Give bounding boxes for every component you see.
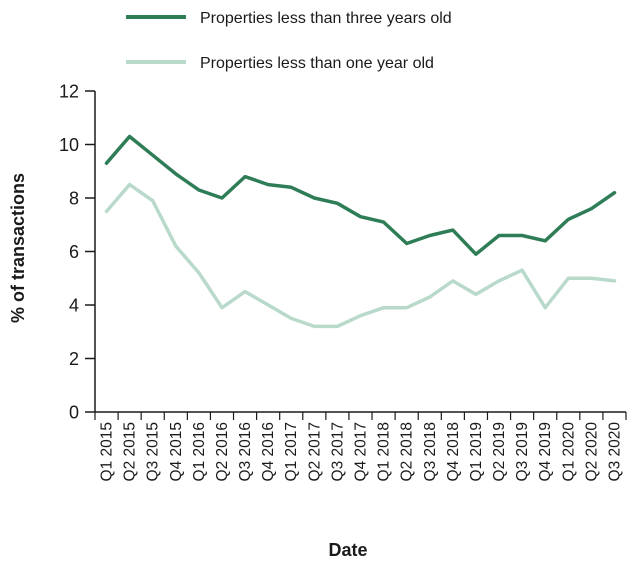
series-line-1: [107, 137, 615, 255]
x-tick-label: Q4 2018: [445, 422, 462, 481]
x-tick-label: Q2 2020: [583, 422, 600, 482]
x-tick-label: Q2 2015: [122, 422, 139, 481]
y-tick-label: 8: [69, 189, 79, 209]
x-tick-label: Q3 2019: [514, 422, 531, 481]
legend-label-1: Properties less than three years old: [200, 10, 452, 27]
x-tick-label: Q1 2018: [376, 422, 393, 481]
x-tick-label: Q3 2016: [237, 422, 254, 481]
y-tick-label: 10: [59, 135, 79, 155]
x-tick-label: Q1 2016: [191, 422, 208, 481]
legend: Properties less than three years old Prop…: [126, 10, 452, 72]
y-tick-label: 0: [69, 403, 79, 423]
y-tick-label: 4: [69, 296, 79, 316]
x-tick-label: Q2 2017: [306, 422, 323, 481]
series-layer: [107, 137, 615, 327]
x-tick-label: Q1 2015: [99, 422, 116, 481]
y-axis-ticks: 0 2 4 6 8 10 12: [59, 82, 95, 423]
x-tick-label: Q2 2019: [491, 422, 508, 481]
x-tick-label: Q3 2017: [329, 422, 346, 481]
x-axis-title: Date: [328, 540, 367, 560]
x-tick-label: Q4 2019: [537, 422, 554, 481]
x-tick-label: Q4 2017: [353, 422, 370, 481]
x-tick-label: Q1 2017: [283, 422, 300, 481]
series-line-2: [107, 185, 615, 327]
x-tick-label: Q1 2019: [468, 422, 485, 481]
x-tick-label: Q4 2016: [260, 422, 277, 481]
legend-label-2: Properties less than one year old: [200, 55, 434, 72]
x-tick-label: Q3 2020: [606, 422, 623, 482]
x-tick-label: Q3 2018: [422, 422, 439, 481]
y-tick-label: 12: [59, 82, 79, 102]
x-axis-ticks: Q1 2015 Q2 2015 Q3 2015 Q4 2015 Q1 2016 Q2 20…: [95, 412, 626, 481]
x-tick-label: Q1 2020: [560, 422, 577, 482]
x-tick-label: Q2 2016: [214, 422, 231, 481]
y-axis-title: % of transactions: [8, 173, 28, 323]
x-tick-label: Q3 2015: [145, 422, 162, 481]
y-tick-label: 6: [69, 242, 79, 262]
y-tick-label: 2: [69, 349, 79, 369]
x-tick-label: Q2 2018: [399, 422, 416, 481]
x-tick-label: Q4 2015: [168, 422, 185, 481]
